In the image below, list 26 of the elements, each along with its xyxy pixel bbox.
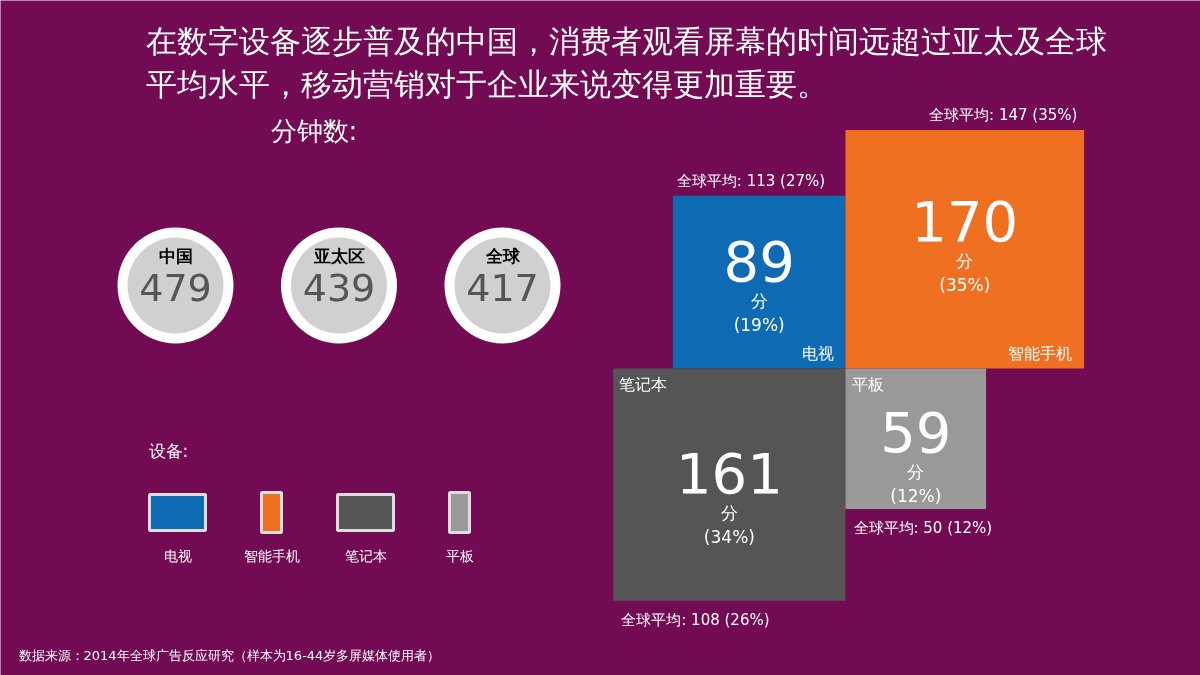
data-label: 417 (466, 266, 539, 310)
category-label: 中国 (158, 245, 193, 266)
category-label: 笔记本 (344, 547, 387, 564)
category-label: 平板 (851, 374, 884, 394)
text: 在数字设备逐步普及的中国，消费者观看屏幕的时间远超过亚太及全球平均水平，移动营销对于企业来说变得更加重要。 (145, 22, 1107, 102)
text: 分钟数: (270, 115, 358, 146)
category-label: 电视 (163, 547, 192, 564)
text: 全球平均: 108 (26%) (621, 610, 770, 629)
legend-title: 设备: (148, 440, 189, 461)
category-label: 电视 (801, 343, 834, 363)
category-label: 全球 (484, 245, 521, 266)
category-label: 亚太区 (312, 245, 365, 266)
source-note: 数据来源：2014年全球广告反应研究（样本为16-44岁多屏媒体使用者） (18, 648, 441, 663)
data-label: 89 分 (19%) (723, 229, 795, 336)
category-label: 笔记本 (619, 374, 668, 394)
text: 全球平均: 113 (27%) (676, 171, 826, 190)
text: 全球平均: 50 (12%) (853, 519, 993, 538)
data-label: 170 分 (35%) (911, 188, 1019, 295)
data-label: 59 分 (12%) (880, 399, 952, 506)
data-label: 479 (139, 266, 212, 310)
text: 全球平均: 147 (35%) (929, 105, 1078, 124)
category-label: 智能手机 (1008, 343, 1073, 363)
category-label: 智能手机 (243, 547, 300, 564)
data-label: 439 (302, 266, 376, 310)
category-label: 平板 (445, 547, 474, 564)
data-label: 161 分 (34%) (675, 440, 783, 547)
